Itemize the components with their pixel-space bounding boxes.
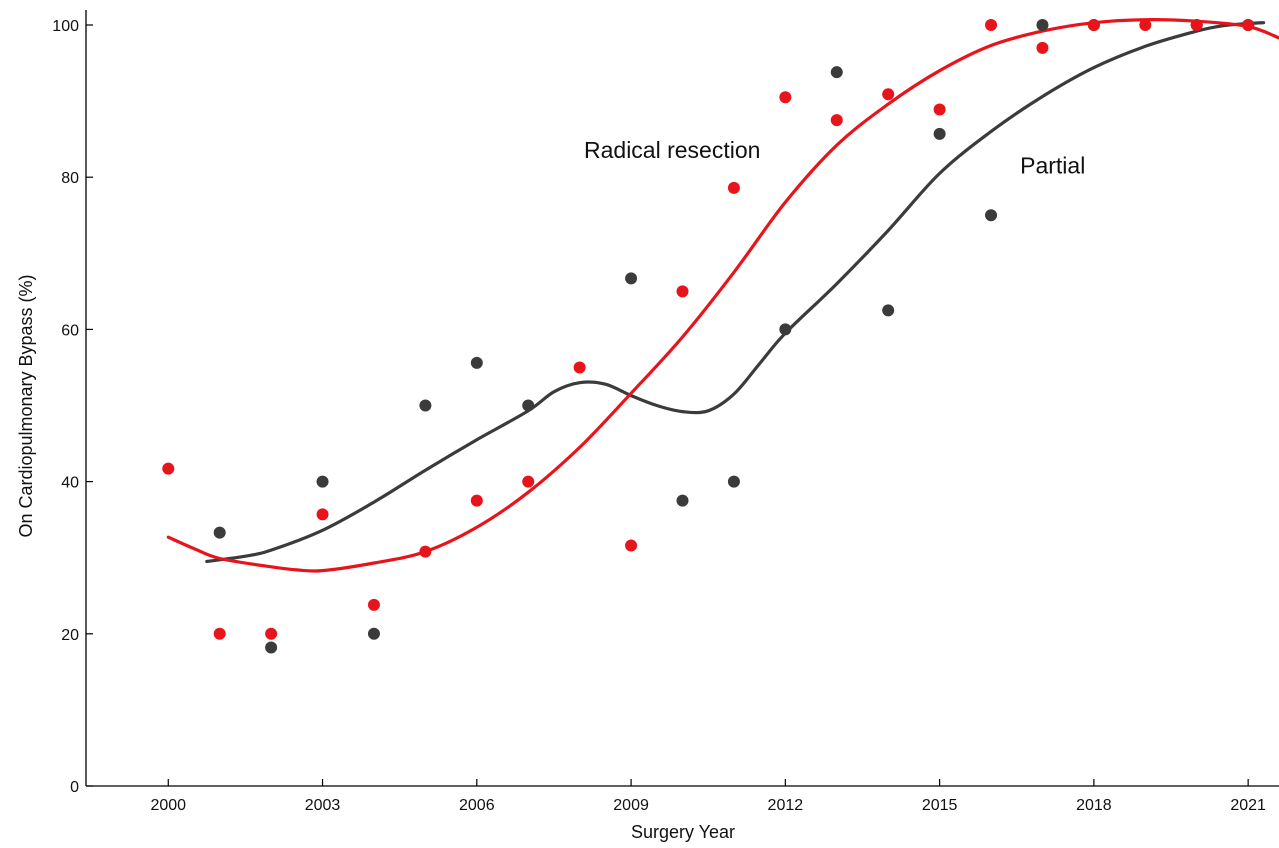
radical-resection-point: [1087, 19, 1100, 31]
partial-point: [882, 304, 895, 317]
fit-lines: [166, 18, 1279, 573]
partial-point: [779, 323, 792, 336]
radical-resection-point: [1242, 19, 1255, 31]
radical-resection-point: [316, 508, 329, 521]
data-points: [162, 19, 1255, 654]
partial-point: [985, 209, 998, 222]
radical-resection-point: [573, 361, 586, 374]
partial-point: [1036, 19, 1049, 31]
partial-label: Partial: [1020, 152, 1085, 178]
y-tick-label: 0: [70, 779, 79, 796]
x-tick-label: 2000: [150, 797, 186, 814]
x-tick-label: 2006: [459, 797, 495, 814]
y-tick-label: 100: [52, 18, 79, 35]
partial-point: [316, 475, 329, 488]
radical-resection-label: Radical resection: [584, 137, 760, 163]
radical-resection-point: [625, 539, 638, 552]
y-axis-title: On Cardiopulmonary Bypass (%): [16, 274, 36, 537]
partial-point: [727, 475, 740, 488]
partial-point: [933, 127, 946, 140]
radical-resection-point: [265, 627, 278, 640]
y-tick-label: 80: [61, 170, 79, 187]
x-tick-label: 2021: [1230, 797, 1266, 814]
x-tick-label: 2018: [1076, 797, 1112, 814]
partial-point: [367, 627, 380, 640]
x-axis-title: Surgery Year: [631, 822, 735, 842]
axes: 2000 2003 2006 2009 2012 2015 2018 2021 0 20 40 60 8…: [52, 10, 1279, 814]
partial-point: [419, 399, 432, 412]
radical-resection-point: [933, 103, 946, 116]
radical-resection-point: [1036, 41, 1049, 54]
partial-point: [625, 272, 638, 285]
partial-point: [676, 494, 689, 507]
partial-point: [522, 399, 535, 412]
radical-resection-point: [727, 181, 740, 194]
radical-resection-point: [882, 88, 895, 101]
partial-point: [265, 641, 278, 654]
radical-resection-point: [522, 475, 535, 488]
x-tick-label: 2015: [922, 797, 958, 814]
y-tick-label: 60: [61, 322, 79, 339]
partial-fit-line: [205, 21, 1266, 564]
x-tick-label: 2003: [305, 797, 341, 814]
radical-resection-point: [985, 19, 998, 31]
labels: Radical resection Partial: [584, 137, 1085, 178]
radical-resection-point: [830, 114, 843, 127]
radical-resection-point: [779, 91, 792, 104]
y-tick-label: 40: [61, 475, 79, 492]
x-tick-label: 2009: [613, 797, 649, 814]
radical-resection-fit-line: [166, 18, 1279, 573]
radical-resection-point: [1190, 19, 1203, 31]
y-tick-label: 20: [61, 627, 79, 644]
radical-resection-point: [162, 462, 175, 475]
radical-resection-point: [676, 285, 689, 298]
partial-point: [470, 356, 483, 369]
radical-resection-point: [213, 627, 226, 640]
radical-resection-point: [419, 545, 432, 558]
x-tick-label: 2012: [768, 797, 804, 814]
radical-resection-point: [1139, 19, 1152, 31]
partial-point: [830, 66, 843, 79]
partial-point: [213, 526, 226, 539]
radical-resection-point: [367, 598, 380, 611]
radical-resection-point: [470, 494, 483, 507]
